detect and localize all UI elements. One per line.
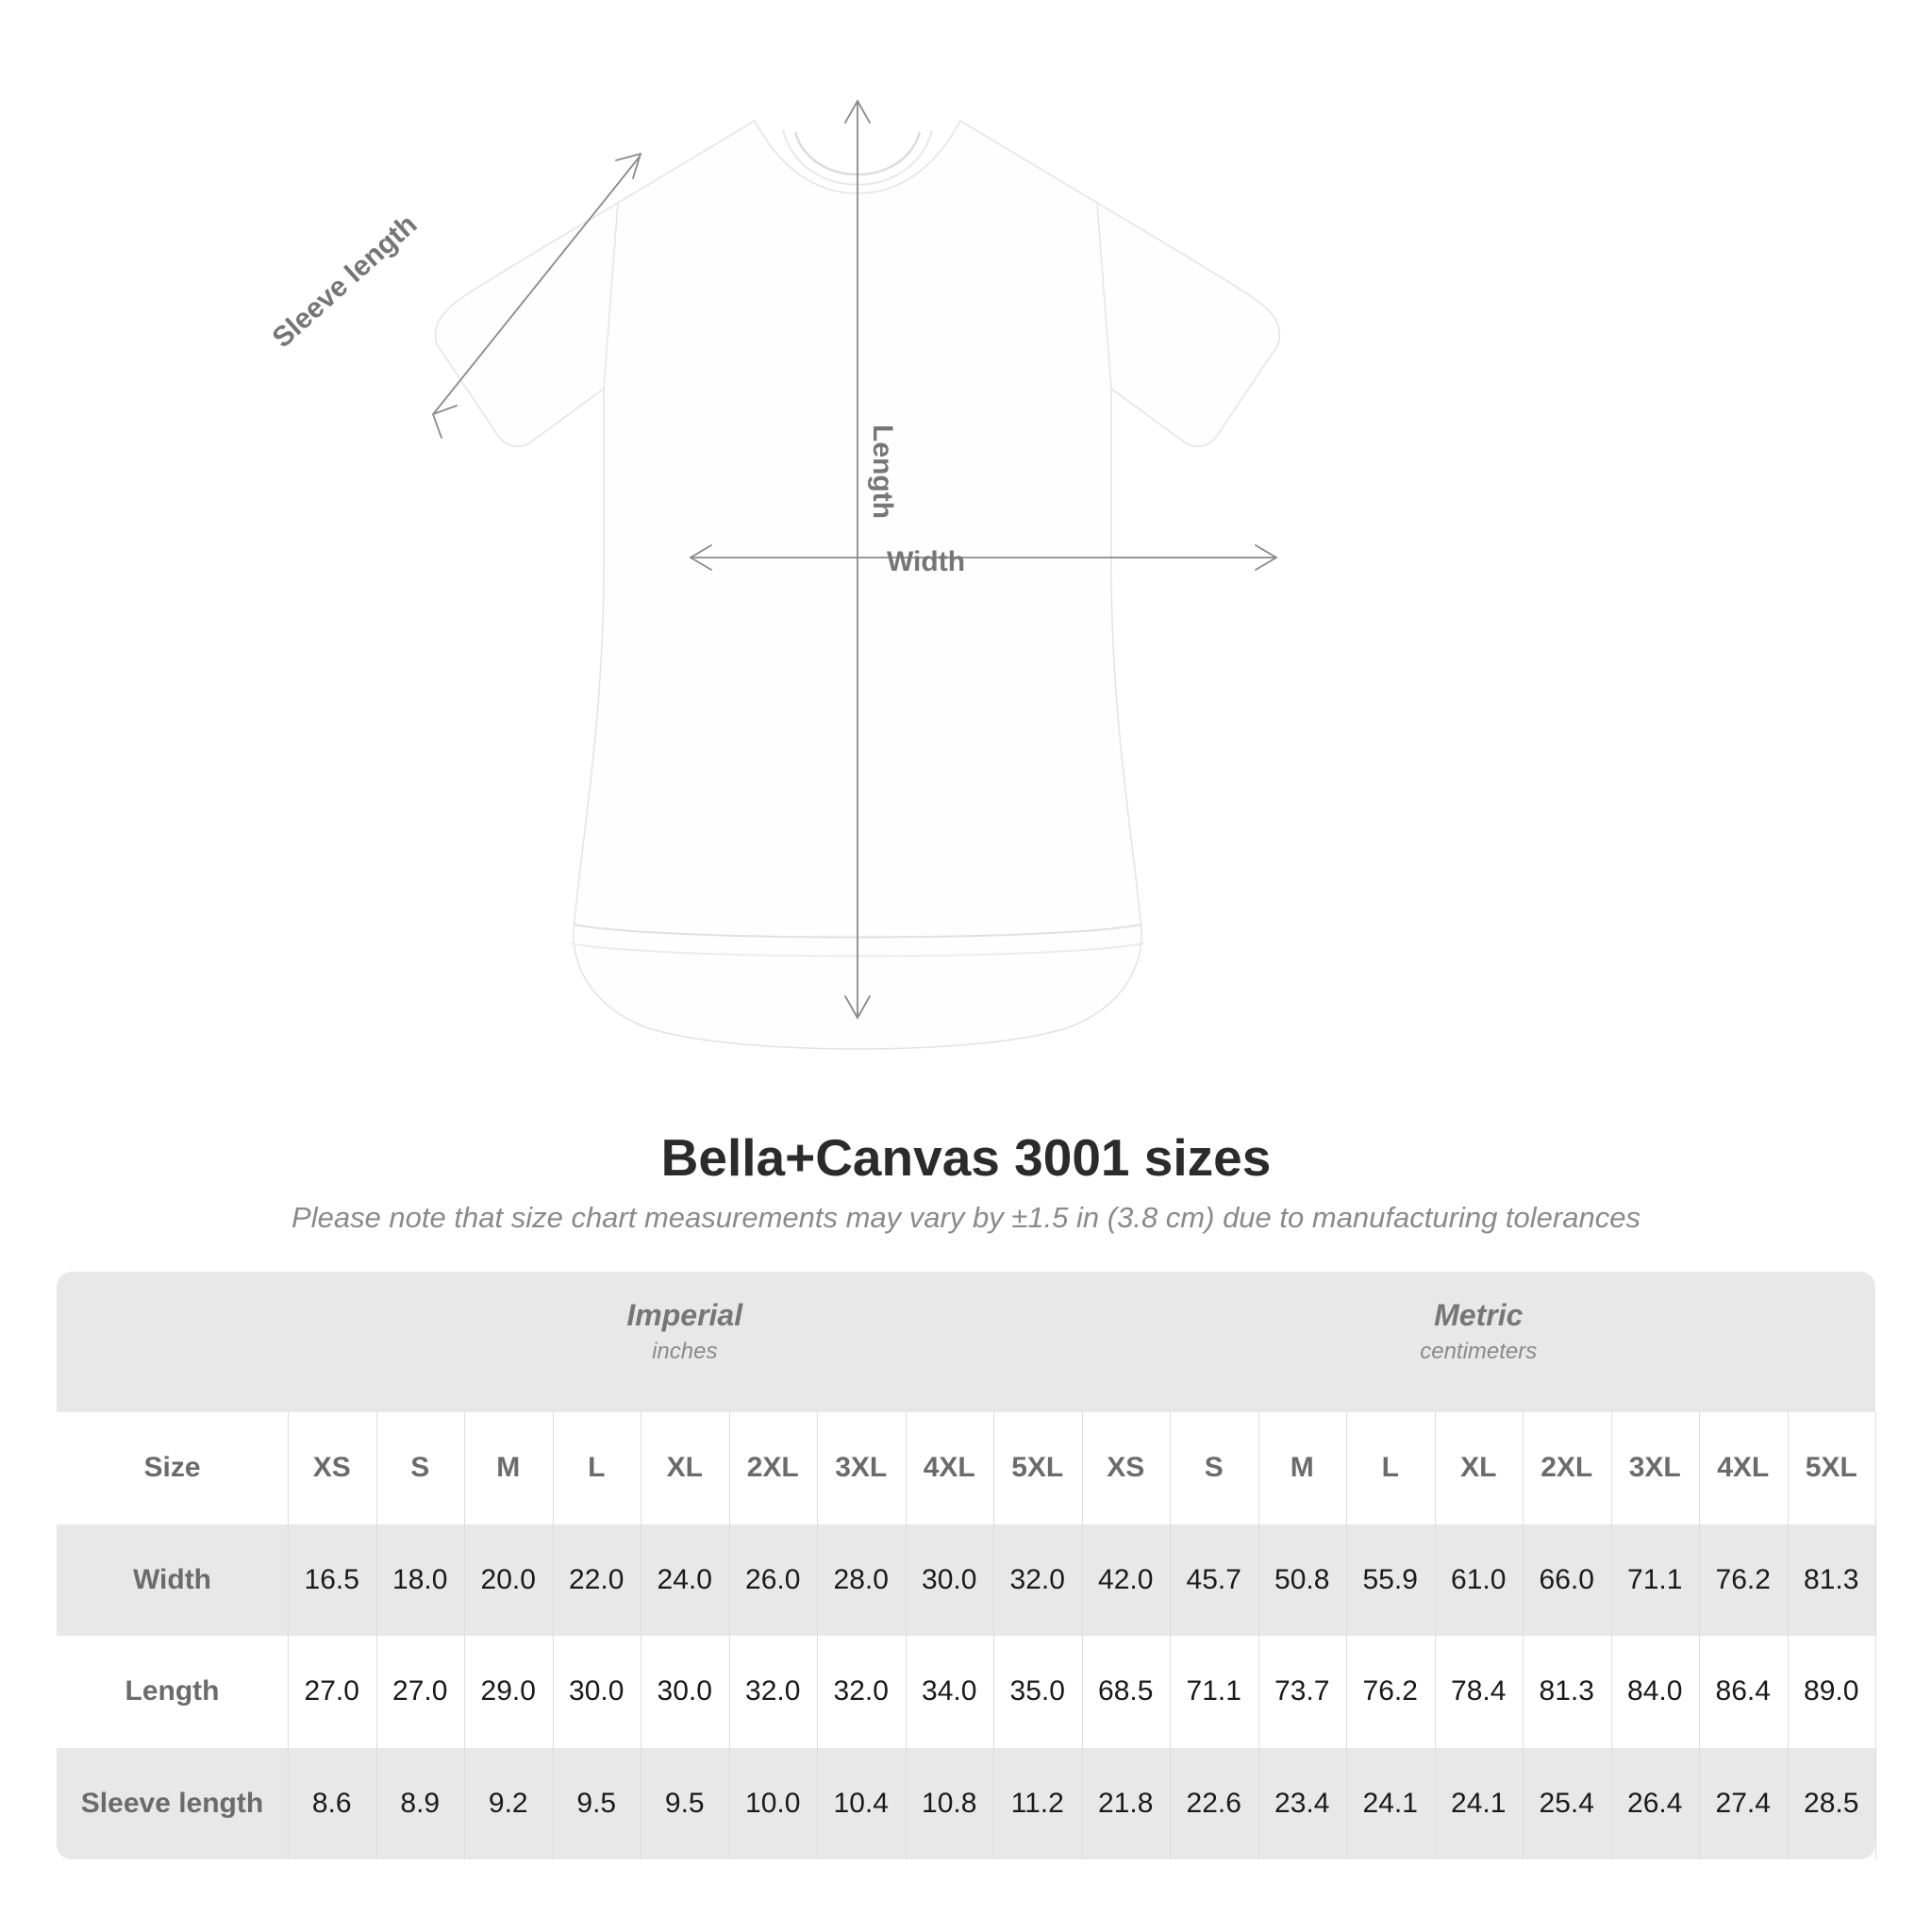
svg-text:Sleeve length: Sleeve length (267, 208, 424, 354)
svg-text:Width: Width (887, 546, 965, 577)
svg-text:Length: Length (867, 425, 898, 519)
